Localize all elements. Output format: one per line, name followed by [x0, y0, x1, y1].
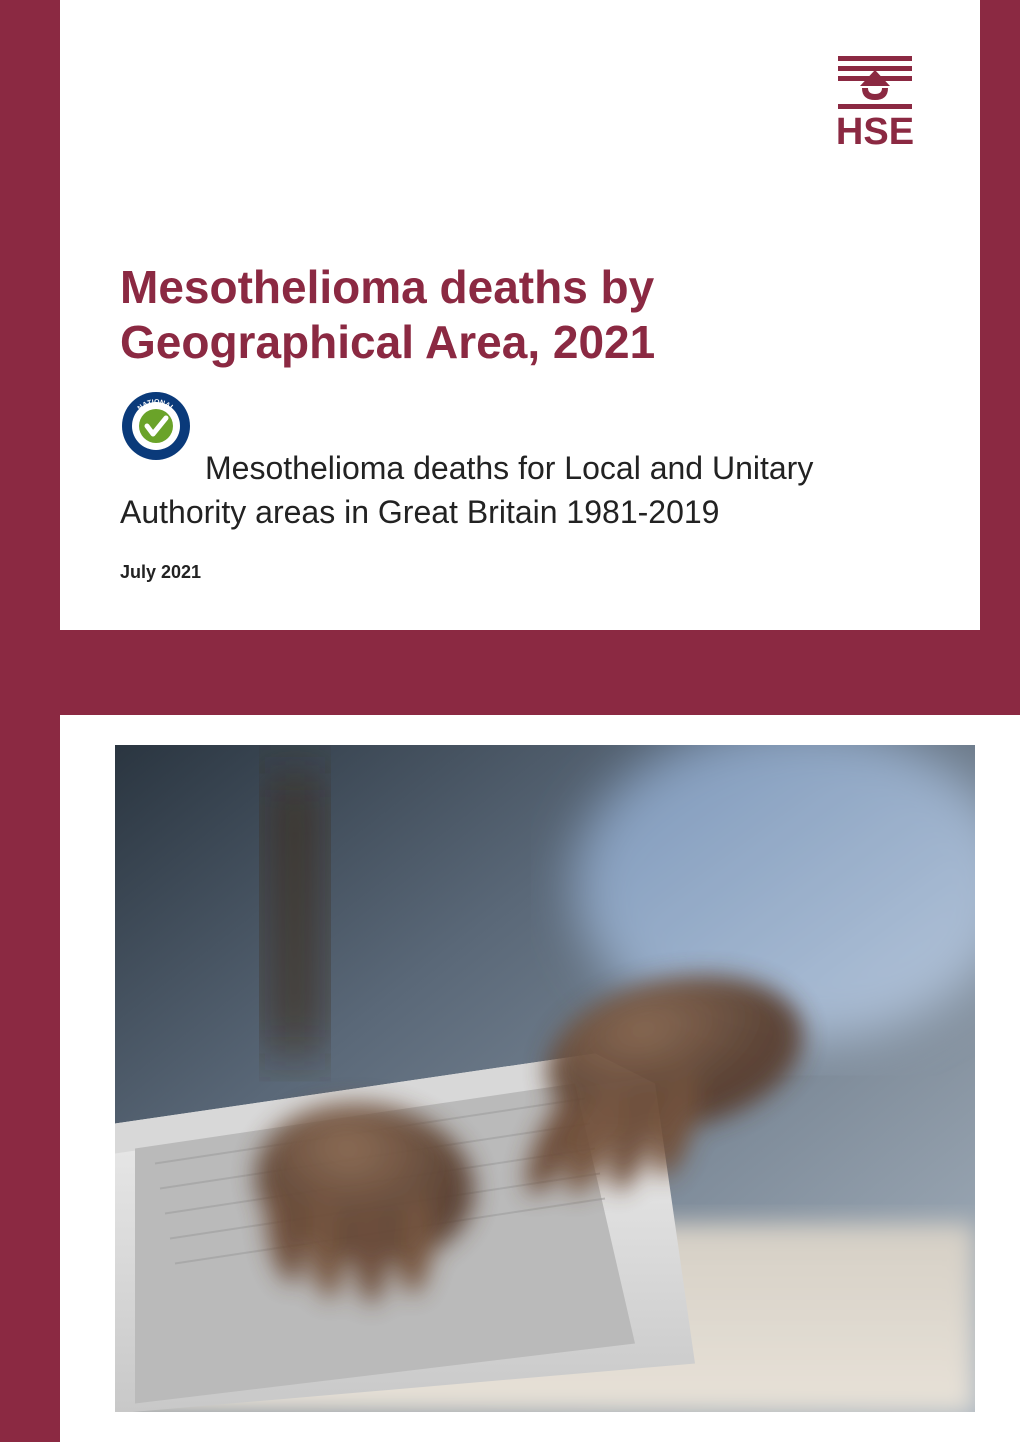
top-right-crimson-bar — [980, 0, 1020, 630]
left-crimson-bar — [0, 0, 60, 1442]
report-date: July 2021 — [120, 562, 930, 583]
hse-logo: HSE — [820, 40, 930, 155]
svg-text:HSE: HSE — [836, 111, 914, 150]
cover-photo-area — [60, 715, 1020, 1442]
cover-photo — [115, 745, 975, 1412]
header-panel: HSE Mesothelioma deaths by Geographical … — [60, 0, 980, 630]
mid-crimson-band — [60, 630, 1020, 715]
national-statistics-badge-icon: NATIONAL STATISTICS — [120, 390, 192, 462]
report-subtitle: Mesothelioma deaths for Local and Unitar… — [120, 417, 930, 533]
report-title: Mesothelioma deaths by Geographical Area… — [120, 260, 930, 370]
